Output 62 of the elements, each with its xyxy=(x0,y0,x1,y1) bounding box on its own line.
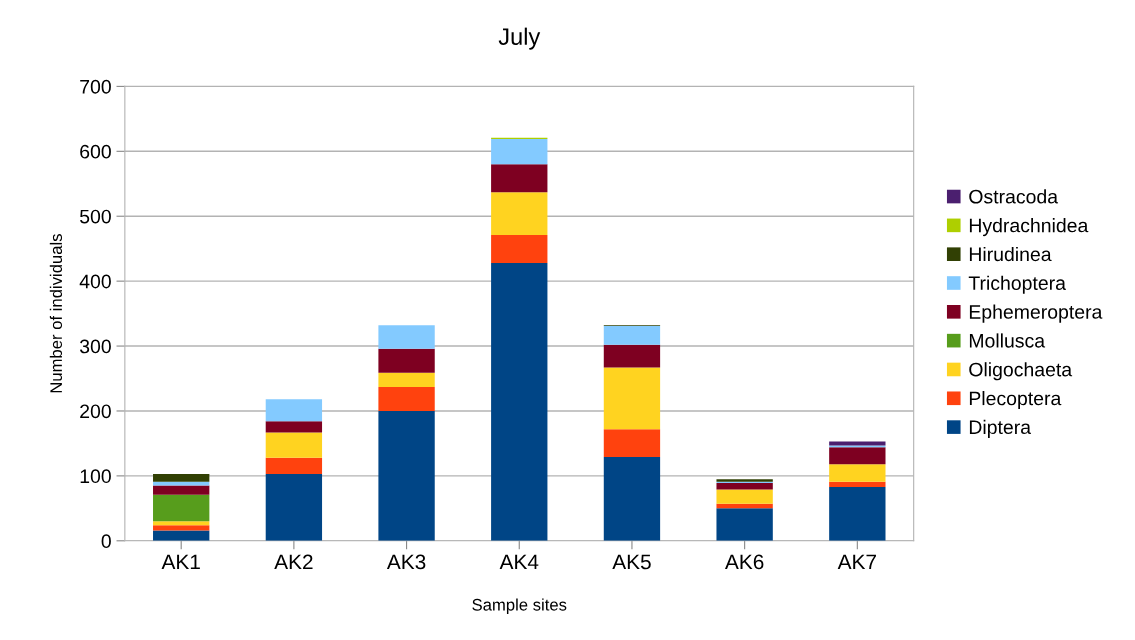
bar xyxy=(829,447,886,465)
legend-label: Plecoptera xyxy=(969,391,1062,410)
bar xyxy=(378,410,435,541)
y-tick-label: 700 xyxy=(80,79,111,94)
bar xyxy=(378,372,435,387)
x-tick-label: AK5 xyxy=(612,554,651,570)
y-tick-label: 600 xyxy=(80,144,111,159)
bar xyxy=(265,473,323,541)
legend-label: Trichoptera xyxy=(968,275,1066,294)
x-tick-label: AK1 xyxy=(161,554,200,570)
bar xyxy=(491,192,548,236)
bar xyxy=(603,429,661,458)
bar xyxy=(603,344,661,368)
bar xyxy=(491,235,548,263)
bar xyxy=(153,525,210,531)
bar xyxy=(829,486,886,541)
legend-label: Diptera xyxy=(969,419,1032,438)
y-tick-label: 500 xyxy=(79,209,111,224)
y-axis-title: Number of individuals xyxy=(49,234,63,393)
bar xyxy=(378,348,435,373)
bar xyxy=(829,481,886,487)
legend-label: Hydrachnidea xyxy=(969,218,1089,237)
x-tick-label: AK4 xyxy=(499,554,539,570)
x-axis-title: Sample sites xyxy=(472,598,567,614)
y-tick-label: 400 xyxy=(79,274,111,289)
legend-label: Ephemeroptera xyxy=(969,304,1103,323)
bar xyxy=(153,521,210,526)
bar xyxy=(265,421,323,433)
legend-label: Ostracoda xyxy=(969,189,1059,204)
bar xyxy=(153,494,210,522)
y-tick-label: 300 xyxy=(79,339,111,354)
x-tick-label: AK2 xyxy=(274,554,313,570)
y-tick-label: 0 xyxy=(101,534,111,549)
bar xyxy=(829,464,886,482)
x-tick-label: AK3 xyxy=(386,554,426,570)
bar xyxy=(829,441,886,446)
legend-label: Oligochaeta xyxy=(969,362,1073,381)
bar xyxy=(716,508,773,541)
bar xyxy=(153,530,210,541)
chart-title: July xyxy=(498,27,541,50)
x-tick-label: AK6 xyxy=(724,554,764,570)
bar xyxy=(153,473,210,482)
bar xyxy=(491,262,548,541)
bar xyxy=(378,325,435,349)
legend-label: Mollusca xyxy=(969,333,1046,348)
bar xyxy=(491,138,548,165)
bar xyxy=(153,485,210,495)
bar xyxy=(716,489,773,504)
bar xyxy=(265,432,323,458)
bar xyxy=(378,386,435,411)
bar xyxy=(153,481,210,486)
bar xyxy=(491,164,548,193)
bar xyxy=(603,325,661,345)
y-tick-label: 100 xyxy=(80,469,111,484)
bar xyxy=(603,367,661,430)
bar xyxy=(603,457,661,541)
bar xyxy=(265,457,323,474)
bar xyxy=(265,399,323,422)
y-tick-label: 200 xyxy=(80,404,111,419)
legend-label: Hirudinea xyxy=(969,246,1052,262)
bar xyxy=(716,483,773,490)
x-tick-label: AK7 xyxy=(837,554,876,570)
